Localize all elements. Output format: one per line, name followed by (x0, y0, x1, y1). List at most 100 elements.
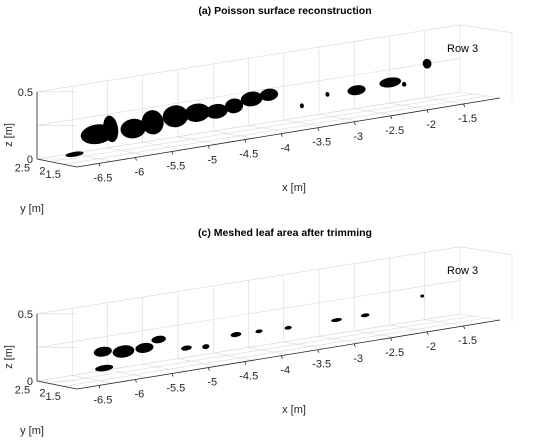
grid-floor-x (107, 369, 148, 378)
x-tick-label: -2 (426, 341, 436, 353)
data-point (135, 342, 154, 353)
x-tick-mark (317, 127, 320, 131)
x-tick-label: -6 (134, 166, 144, 178)
z-axis-label: z [m] (3, 123, 15, 147)
y-tick-label: 2 (39, 388, 45, 400)
x-tick-mark (353, 121, 356, 125)
x-tick-mark (280, 133, 283, 137)
y-tick-label: 2.5 (15, 385, 30, 397)
grid-floor-x (248, 125, 289, 133)
chart-panel-0: -6.5 -6 -5.5 -5 -4.5 -4 -3.5 -3 -2.5 -2 -1.5 1.52 2.… (3, 5, 513, 215)
x-tick-label: -2.5 (385, 347, 404, 359)
data-point (65, 151, 84, 158)
x-tick-mark (353, 343, 356, 347)
grid-back-horizontal (36, 58, 461, 126)
row-annotation: Row 3 (447, 265, 478, 277)
grid-floor-y (63, 95, 487, 165)
data-point (360, 313, 370, 318)
x-tick-mark (463, 103, 466, 108)
x-tick-label: -3.5 (312, 137, 331, 149)
grid-floor-y (50, 93, 474, 162)
chart-panel-1: -6.5 -6 -5.5 -5 -4.5 -4 -3.5 -3 -2.5 -2 -1.5 1.52 2.… (3, 227, 513, 437)
x-tick-mark (171, 151, 174, 155)
grid-floor-x (142, 363, 183, 373)
grid-floor-y (63, 317, 487, 387)
grid-floor-y (50, 315, 474, 384)
y-axis-line (36, 380, 78, 390)
data-point (180, 345, 192, 351)
data-point (205, 103, 228, 119)
data-point (284, 325, 292, 330)
grid-back-horizontal (36, 280, 461, 348)
grid-floor-x (459, 91, 501, 99)
x-tick-label: -5 (207, 155, 217, 167)
data-point (162, 105, 189, 128)
y-tick-label: 1.5 (46, 391, 61, 403)
x-tick-mark (244, 139, 247, 143)
chart-title: (a) Poisson surface reconstruction (198, 5, 371, 17)
x-tick-label: -4 (280, 365, 290, 377)
grid-floor-x (213, 352, 254, 361)
grid-floor-x (318, 114, 360, 122)
y-axis-line (36, 158, 78, 168)
x-tick-label: -6.5 (93, 172, 112, 184)
data-point (112, 345, 135, 358)
y-axis-label: y [m] (20, 203, 44, 215)
x-tick-label: -4 (280, 143, 290, 155)
x-tick-mark (171, 373, 174, 377)
data-point (422, 58, 432, 69)
x-tick-mark (317, 349, 320, 353)
x-tick-label: -3.5 (312, 359, 331, 371)
x-tick-mark (98, 385, 101, 389)
grid-floor-x (283, 119, 324, 128)
z-axis-label: z [m] (3, 345, 15, 369)
x-tick-mark (98, 163, 101, 167)
x-tick-mark (463, 325, 466, 330)
x-tick-mark (426, 109, 429, 114)
grid-floor-x (213, 130, 254, 139)
grid-floor-x (354, 330, 395, 338)
grid-floor-x (142, 141, 183, 151)
grid-floor-x (318, 336, 360, 344)
y-axis-label: y [m] (20, 425, 44, 437)
grid-floor-x (248, 347, 289, 355)
grid-back-horizontal (36, 246, 461, 315)
x-tick-label: -4.5 (239, 149, 258, 161)
data-point (95, 364, 114, 372)
grid-floor-x (107, 147, 148, 156)
grid-floor-x (72, 375, 113, 384)
x-axis-label: x [m] (282, 182, 306, 194)
z-tick-label: 0.5 (18, 87, 33, 99)
x-tick-mark (390, 115, 393, 119)
grid-side-top (459, 246, 513, 256)
data-point (325, 91, 330, 97)
x-tick-label: -3 (353, 131, 363, 143)
data-point (202, 344, 210, 350)
grid-floor-x (354, 108, 395, 116)
data-point (255, 329, 263, 334)
data-point (184, 103, 211, 122)
x-axis-line (76, 97, 501, 168)
x-tick-mark (207, 145, 210, 149)
grid-floor-x (389, 324, 430, 332)
data-point (240, 91, 263, 107)
grid-floor-x (389, 102, 430, 110)
x-tick-label: -5 (207, 377, 217, 389)
data-point (299, 103, 304, 109)
data-point (103, 115, 119, 143)
grid-side-top (459, 24, 513, 34)
y-tick-label: 2.5 (15, 163, 30, 175)
x-tick-mark (426, 331, 429, 336)
grid-back-horizontal (36, 24, 461, 93)
x-tick-mark (390, 337, 393, 341)
data-point (120, 118, 146, 139)
y-tick-label: 1.5 (46, 169, 61, 181)
x-tick-label: -1.5 (458, 113, 477, 125)
row-annotation: Row 3 (447, 43, 478, 55)
x-tick-mark (280, 355, 283, 359)
grid-floor-x (177, 358, 219, 367)
x-tick-label: -5.5 (166, 161, 185, 173)
grid-floor-x (424, 319, 465, 327)
